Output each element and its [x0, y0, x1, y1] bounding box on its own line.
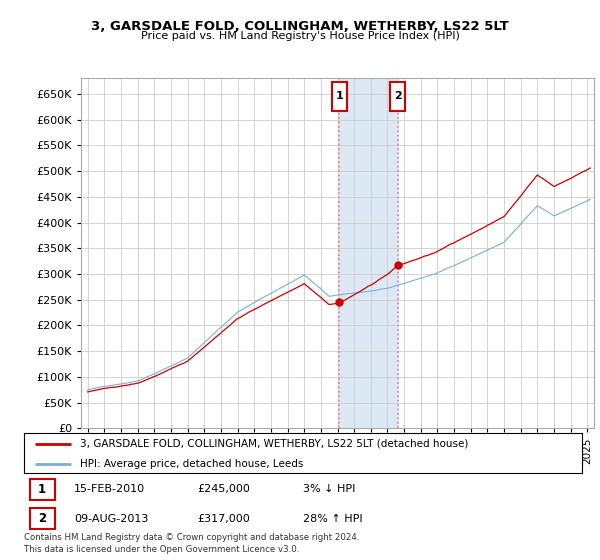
- FancyBboxPatch shape: [332, 82, 347, 111]
- Text: 1: 1: [335, 91, 343, 101]
- Text: 2: 2: [38, 512, 46, 525]
- Bar: [340, 78, 398, 428]
- Text: 3, GARSDALE FOLD, COLLINGHAM, WETHERBY, LS22 5LT (detached house): 3, GARSDALE FOLD, COLLINGHAM, WETHERBY, …: [80, 439, 468, 449]
- Text: Price paid vs. HM Land Registry's House Price Index (HPI): Price paid vs. HM Land Registry's House …: [140, 31, 460, 41]
- Text: 15-FEB-2010: 15-FEB-2010: [74, 484, 145, 494]
- Text: 3, GARSDALE FOLD, COLLINGHAM, WETHERBY, LS22 5LT: 3, GARSDALE FOLD, COLLINGHAM, WETHERBY, …: [91, 20, 509, 32]
- Text: 28% ↑ HPI: 28% ↑ HPI: [303, 514, 362, 524]
- Text: Contains HM Land Registry data © Crown copyright and database right 2024.: Contains HM Land Registry data © Crown c…: [24, 533, 359, 542]
- FancyBboxPatch shape: [29, 479, 55, 500]
- Text: 2: 2: [394, 91, 401, 101]
- Text: £317,000: £317,000: [197, 514, 250, 524]
- Text: 1: 1: [38, 483, 46, 496]
- Text: HPI: Average price, detached house, Leeds: HPI: Average price, detached house, Leed…: [80, 459, 303, 469]
- Text: 3% ↓ HPI: 3% ↓ HPI: [303, 484, 355, 494]
- Text: £245,000: £245,000: [197, 484, 250, 494]
- Text: 09-AUG-2013: 09-AUG-2013: [74, 514, 149, 524]
- FancyBboxPatch shape: [29, 508, 55, 529]
- FancyBboxPatch shape: [390, 82, 405, 111]
- Text: This data is licensed under the Open Government Licence v3.0.: This data is licensed under the Open Gov…: [24, 545, 299, 554]
